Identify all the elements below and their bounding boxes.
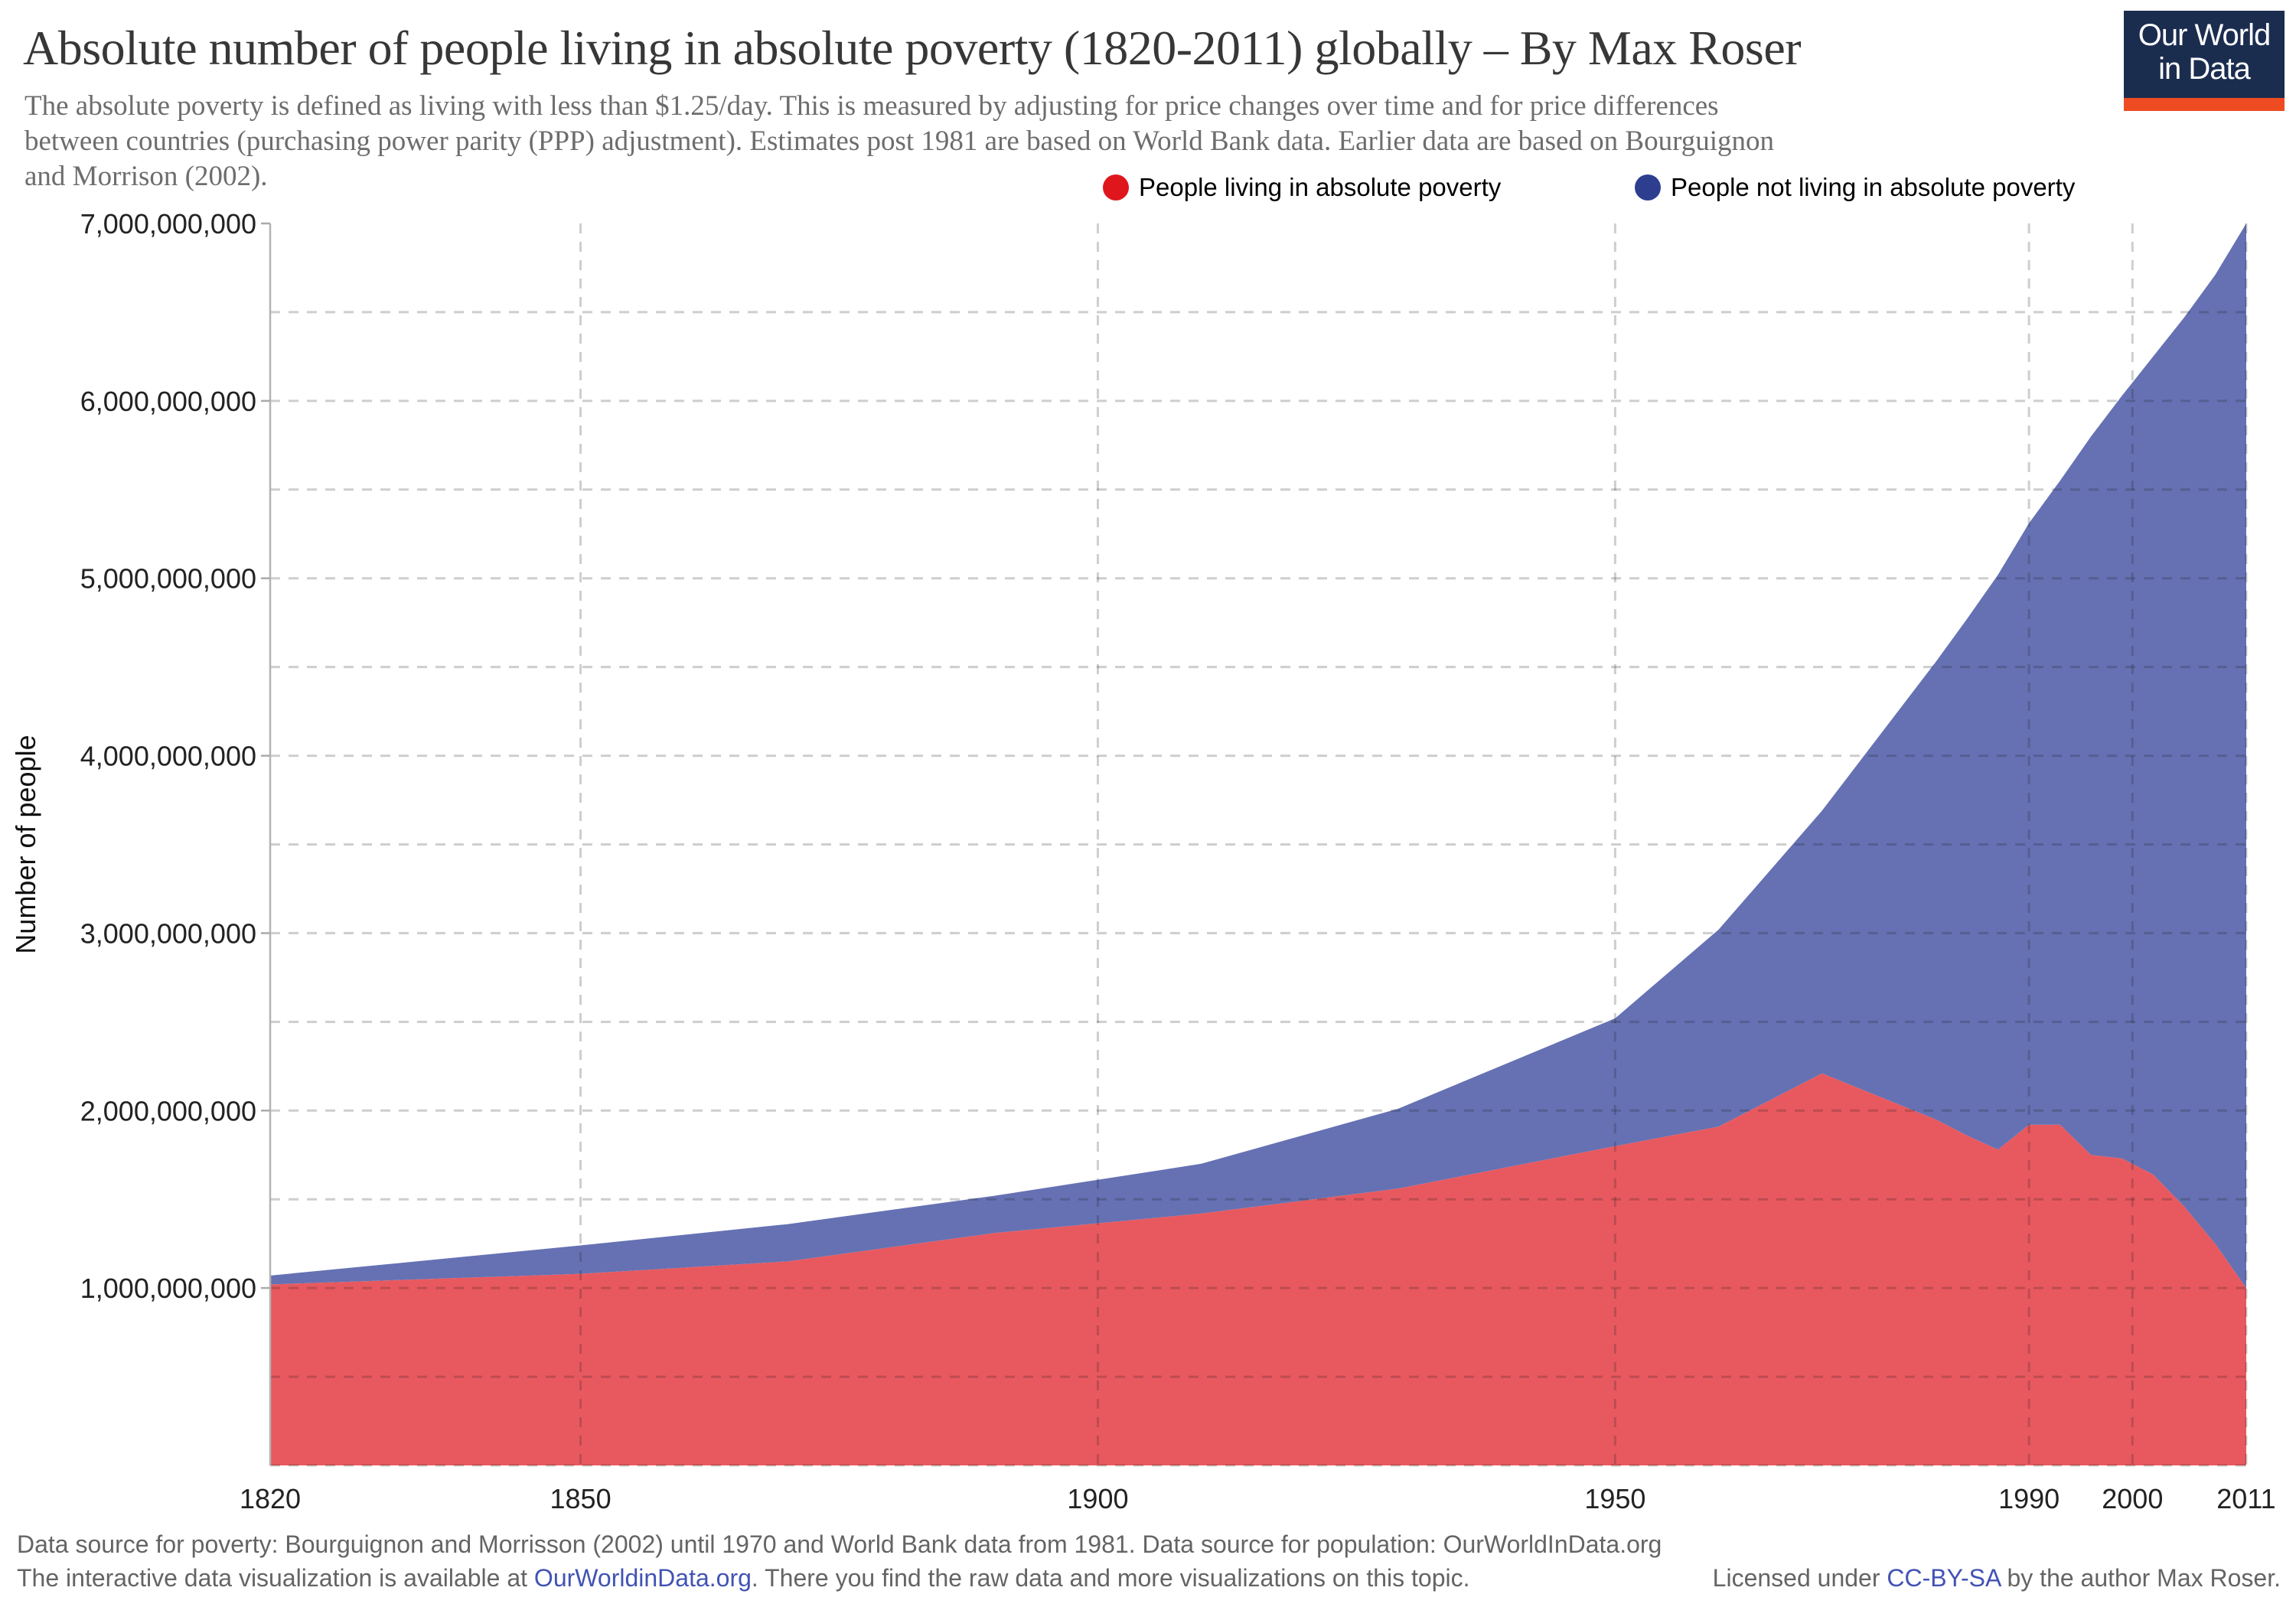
owid-link[interactable]: OurWorldinData.org	[533, 1564, 752, 1592]
y-tick-label: 4,000,000,000	[80, 741, 256, 772]
subtitle-line-2: between countries (purchasing power pari…	[24, 125, 1774, 157]
x-tick-label: 2011	[2216, 1483, 2275, 1514]
y-tick-label: 5,000,000,000	[80, 563, 256, 595]
x-tick-label: 2000	[2102, 1483, 2163, 1514]
subtitle-line-1: The absolute poverty is defined as livin…	[24, 90, 1719, 122]
y-tick-label: 6,000,000,000	[80, 386, 256, 417]
not-poverty-area	[270, 223, 2246, 1289]
legend-label-poverty: People living in absolute poverty	[1139, 173, 1502, 201]
owid-logo-text: Our World in Data	[2124, 11, 2285, 98]
license-pre: Licensed under	[1712, 1564, 1887, 1592]
legend-label-not-poverty: People not living in absolute poverty	[1671, 173, 2076, 201]
legend-dot-red-icon	[1103, 174, 1129, 200]
cc-by-sa-link[interactable]: CC-BY-SA	[1887, 1564, 2001, 1592]
footer-note-post: . There you find the raw data and more v…	[751, 1564, 1470, 1592]
subtitle-line-3: and Morrison (2002).	[24, 161, 268, 192]
license-post: by the author Max Roser.	[2000, 1564, 2281, 1592]
owid-logo: Our World in Data	[2124, 11, 2285, 111]
footer-note-pre: The interactive data visualization is av…	[17, 1564, 534, 1592]
y-tick-label: 3,000,000,000	[80, 918, 256, 949]
y-tick-label: 2,000,000,000	[80, 1095, 256, 1126]
y-axis-title: Number of people	[10, 735, 41, 953]
y-tick-label: 7,000,000,000	[80, 208, 256, 240]
page-title: Absolute number of people living in abso…	[23, 21, 1802, 75]
y-tick-label: 1,000,000,000	[80, 1273, 256, 1304]
owid-logo-accent-bar	[2124, 98, 2285, 111]
poverty-area	[270, 1073, 2246, 1465]
x-tick-label: 1850	[550, 1483, 612, 1514]
owid-logo-line-1: Our World	[2138, 18, 2272, 52]
x-tick-label: 1900	[1067, 1483, 1128, 1514]
footer-interactive-note: The interactive data visualization is av…	[17, 1564, 1469, 1592]
legend-item-not-poverty: People not living in absolute poverty	[1635, 173, 2075, 202]
footer-license: Licensed under CC-BY-SA by the author Ma…	[1713, 1564, 2281, 1592]
footer-data-source: Data source for poverty: Bourguignon and…	[17, 1530, 1662, 1558]
owid-logo-line-2: in Data	[2158, 52, 2251, 86]
legend-item-poverty: People living in absolute poverty	[1103, 173, 1501, 202]
x-tick-label: 1950	[1584, 1483, 1645, 1514]
x-tick-label: 1990	[1998, 1483, 2060, 1514]
x-tick-label: 1820	[240, 1483, 301, 1514]
chart-subtitle: The absolute poverty is defined as livin…	[24, 89, 2122, 194]
legend-dot-blue-icon	[1635, 174, 1661, 200]
